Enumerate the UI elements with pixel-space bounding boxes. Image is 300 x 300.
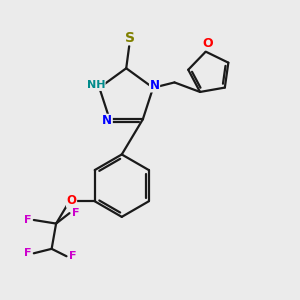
Text: N: N [150,79,160,92]
Text: NH: NH [87,80,105,90]
Text: N: N [102,114,112,127]
Text: F: F [24,215,32,225]
Text: S: S [125,31,135,45]
Text: O: O [67,194,76,207]
Text: F: F [24,248,32,258]
Text: F: F [69,251,76,261]
Text: O: O [202,37,212,50]
Text: F: F [72,208,79,218]
